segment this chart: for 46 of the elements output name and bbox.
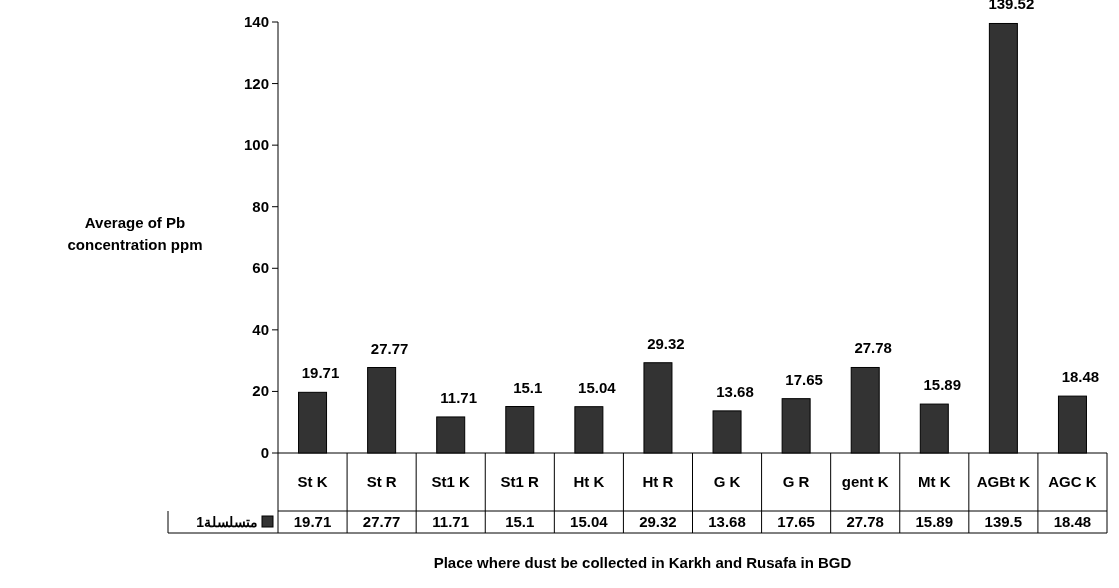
y-tick-label: 120 <box>243 74 269 92</box>
text: 13.68 <box>708 513 746 530</box>
data-label: 15.04 <box>578 378 617 396</box>
text: 15.89 <box>915 513 954 530</box>
y-tick-label: 0 <box>260 444 269 461</box>
x-tick-label: St K <box>297 473 328 490</box>
data-label: 17.65 <box>785 370 823 388</box>
x-tick-label: Mt K <box>918 473 951 490</box>
y-tick-label: 100 <box>243 136 269 154</box>
x-tick-label: St R <box>366 473 397 490</box>
y-axis-title: Average of Pb concentration ppm <box>67 214 203 253</box>
text: 17.65 <box>777 513 815 530</box>
x-tick-label: St1 R <box>500 473 540 490</box>
x-tick-label: AGC K <box>1048 473 1097 490</box>
text: 15.04 <box>570 513 609 530</box>
x-tick-label: AGBt K <box>976 473 1031 490</box>
text: 18.48 <box>1053 513 1092 530</box>
data-label: 19.71 <box>301 364 340 382</box>
data-label: 11.71 <box>440 388 478 406</box>
text: 11.71 <box>432 513 470 530</box>
x-tick-label: Ht K <box>573 473 605 490</box>
data-label: 13.68 <box>716 382 754 400</box>
data-label: 15.89 <box>923 376 962 394</box>
data-label: 27.77 <box>370 339 409 357</box>
y-tick-label: 60 <box>252 259 269 277</box>
legend-label: متسلسلة1 <box>196 514 258 530</box>
y-tick-label: 20 <box>252 382 269 400</box>
x-tick-label: gent K <box>841 473 889 490</box>
text: 29.32 <box>639 513 677 530</box>
x-tick-label: Ht R <box>642 473 674 490</box>
x-tick-label: St1 K <box>431 473 471 490</box>
data-label: 29.32 <box>647 334 685 352</box>
y-tick-label: 80 <box>252 197 269 215</box>
text: 27.78 <box>846 513 884 530</box>
text: 27.77 <box>362 513 401 530</box>
x-tick-label: G R <box>782 473 810 490</box>
data-label: 18.48 <box>1061 368 1100 386</box>
data-label: 27.78 <box>854 339 892 357</box>
data-label: 15.1 <box>513 378 543 396</box>
text: 19.71 <box>293 513 332 530</box>
y-tick-label: 140 <box>243 13 269 30</box>
y-tick-label: 40 <box>252 320 269 338</box>
x-axis-title: Place where dust be collected in Karkh and Rusafa in BGD <box>433 554 852 571</box>
x-tick-label: G K <box>713 473 741 490</box>
text: 139.5 <box>984 513 1023 530</box>
text: 15.1 <box>505 513 535 530</box>
